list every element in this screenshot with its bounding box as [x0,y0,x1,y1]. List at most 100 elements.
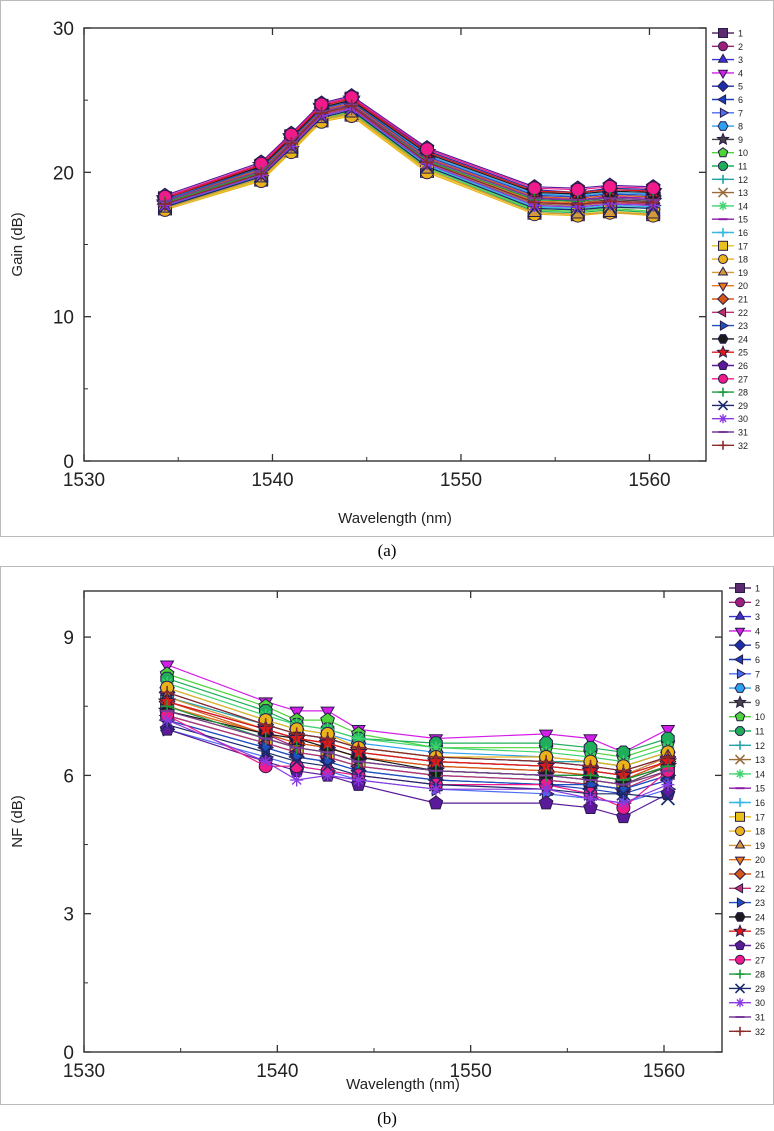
legend-label: 32 [738,441,748,451]
data-point-32 [661,750,675,764]
legend-marker [719,320,730,331]
legend-marker [718,240,728,251]
legend-label: 23 [738,321,748,331]
data-point-29 [320,759,335,774]
legend-marker [734,754,746,765]
legend-marker [716,306,727,318]
y-axis-label: NF (dB) [9,795,26,848]
data-point-30 [290,773,304,787]
series-line-21 [164,102,654,202]
legend-label: 15 [738,215,748,225]
data-point-30 [616,796,630,810]
legend-label: 30 [755,998,765,1008]
data-point-11 [661,731,675,746]
legend-label: 10 [755,712,765,722]
data-point-26 [428,795,444,810]
legend-marker [734,912,746,922]
x-tick-label: 1560 [643,1061,685,1082]
legend-marker [717,359,729,370]
data-point-32 [603,194,617,208]
legend-marker [716,80,730,93]
legend-marker [733,924,747,937]
series-line-32 [166,691,669,772]
series-line-18 [164,115,654,217]
legend-label: 20 [738,281,748,291]
y-tick-label: 20 [53,163,74,184]
y-tick-label: 10 [53,308,74,329]
legend-marker [717,400,729,411]
legend-marker [735,969,745,979]
data-point-4 [660,725,676,738]
x-tick-label: 1530 [63,470,105,491]
data-point-27 [570,182,585,197]
data-point-26 [538,795,554,810]
legend-label: 11 [755,727,764,737]
legend-marker [719,107,730,119]
legend-marker [734,683,746,693]
data-point-32 [160,685,174,699]
x-tick-label: 1550 [450,1061,492,1082]
data-point-30 [584,792,597,805]
legend-label: 5 [738,82,743,92]
legend: 1234567891011121314151617181920212223242… [729,583,765,1037]
legend-label: 11 [738,162,747,172]
data-point-32 [616,764,630,778]
legend-label: 1 [755,584,760,594]
legend-label: 26 [738,361,748,371]
legend-marker [735,826,745,837]
legend-label: 31 [755,1013,765,1023]
legend-marker [734,939,746,950]
series-line-25 [164,98,654,199]
series-line-26 [164,95,654,196]
data-point-4 [583,734,598,747]
series-line-19 [164,112,654,215]
plot-area [83,27,707,462]
caption-b: (b) [377,1109,397,1128]
legend-label: 7 [755,669,760,679]
legend-label: 21 [755,870,765,880]
y-axis-label: Gain (dB) [9,212,26,276]
legend-marker [716,94,727,105]
legend-marker [718,28,728,38]
x-tick-label: 1550 [440,470,482,491]
legend-label: 19 [738,268,748,278]
series-line-24 [164,99,654,199]
data-point-32 [584,759,597,773]
legend-label: 31 [738,428,748,438]
x-tick-label: 1560 [628,470,670,491]
legend-label: 14 [738,201,748,211]
caption-a: (a) [378,541,397,560]
legend-marker [736,897,747,908]
data-point-30 [160,713,174,727]
x-axis-label: Wavelength (nm) [346,1076,460,1093]
data-point-32 [259,718,273,732]
legend-label: 14 [755,769,765,779]
series-line-23 [164,100,654,201]
legend-marker [735,740,745,750]
legend-marker [734,711,746,722]
legend-marker [733,639,747,652]
legend-marker [735,1026,745,1036]
x-tick-label: 1540 [251,470,293,491]
data-point-32 [290,727,304,741]
legend-label: 26 [755,941,765,951]
data-point-27 [289,759,304,774]
legend-marker [717,187,729,198]
legend-label: 16 [738,228,748,238]
legend-marker [717,69,729,80]
data-point-29 [660,791,675,806]
legend: 1234567891011121314151617181920212223242… [712,28,748,451]
legend-label: 29 [755,984,765,994]
legend-marker [718,41,728,52]
x-tick-label: 1530 [63,1061,105,1082]
legend-label: 28 [755,970,765,980]
series-line-25 [166,701,669,777]
legend-marker [733,882,744,894]
legend-marker [734,610,746,620]
panel-a-frame [0,0,774,537]
legend-label: 18 [755,827,765,837]
legend-label: 27 [738,374,748,384]
legend-label: 32 [755,1027,765,1037]
legend-label: 6 [738,95,743,105]
